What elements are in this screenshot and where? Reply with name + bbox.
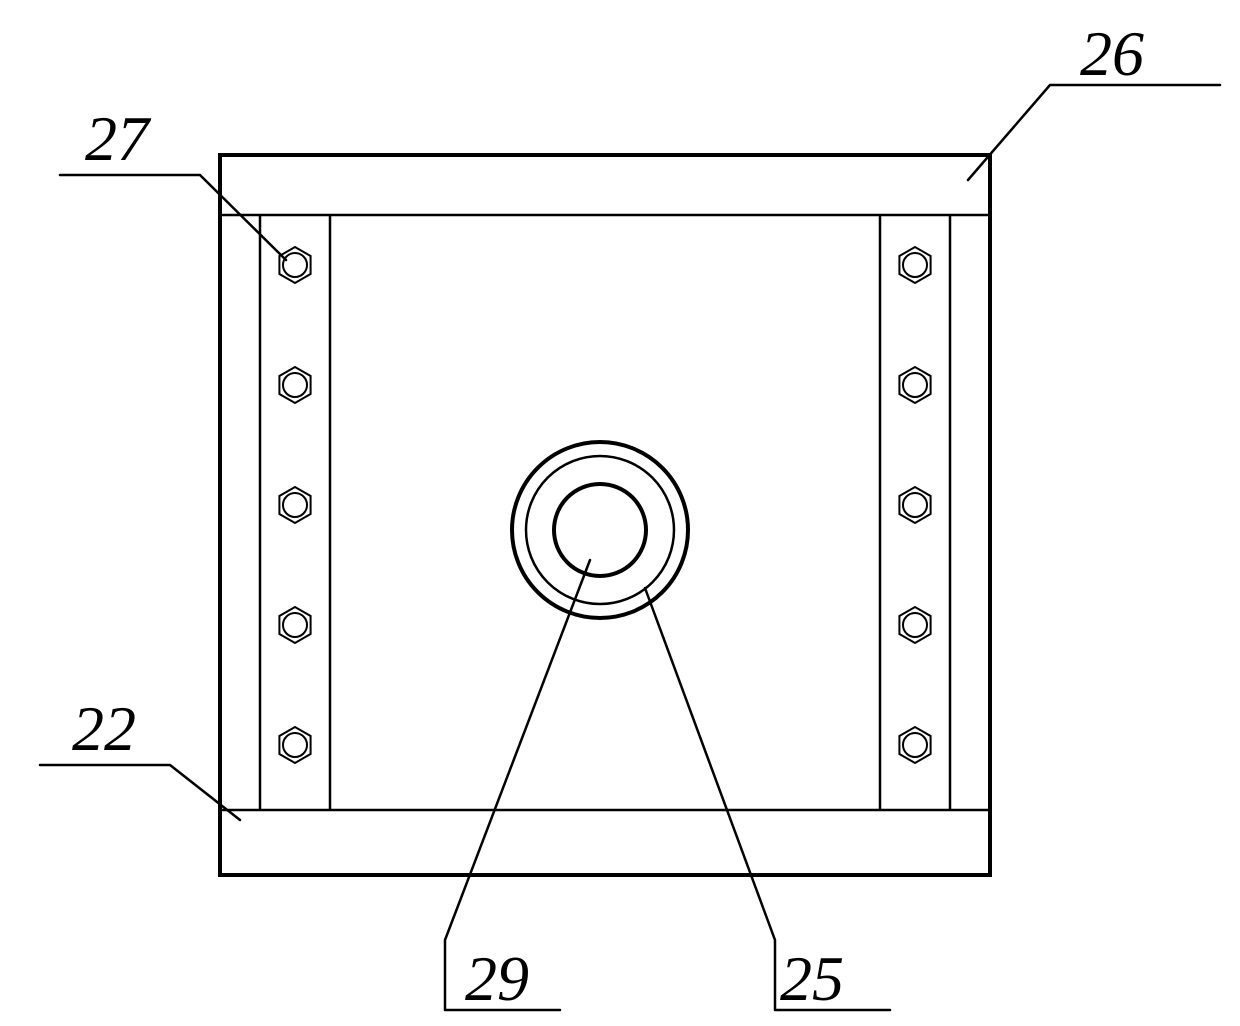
- bolt-left-2: [279, 487, 310, 523]
- lbl29-label: 29: [465, 943, 529, 1014]
- bolt-left-3: [279, 607, 310, 643]
- lbl22-label: 22: [72, 693, 136, 764]
- bolt-right-1: [899, 367, 930, 403]
- bolt-right-4: [899, 727, 930, 763]
- bolt-right-0: [899, 247, 930, 283]
- lbl26-label: 26: [1080, 18, 1144, 89]
- lbl25-label: 25: [780, 943, 844, 1014]
- lbl26-leader: [968, 85, 1220, 180]
- bolt-left-4: [279, 727, 310, 763]
- bolt-right-3: [899, 607, 930, 643]
- lbl27-label: 27: [85, 103, 152, 174]
- bolt-right-2: [899, 487, 930, 523]
- lbl22-leader: [40, 765, 240, 820]
- center-circle-inner: [554, 484, 646, 576]
- bolt-left-1: [279, 367, 310, 403]
- bolt-left-0: [279, 247, 310, 283]
